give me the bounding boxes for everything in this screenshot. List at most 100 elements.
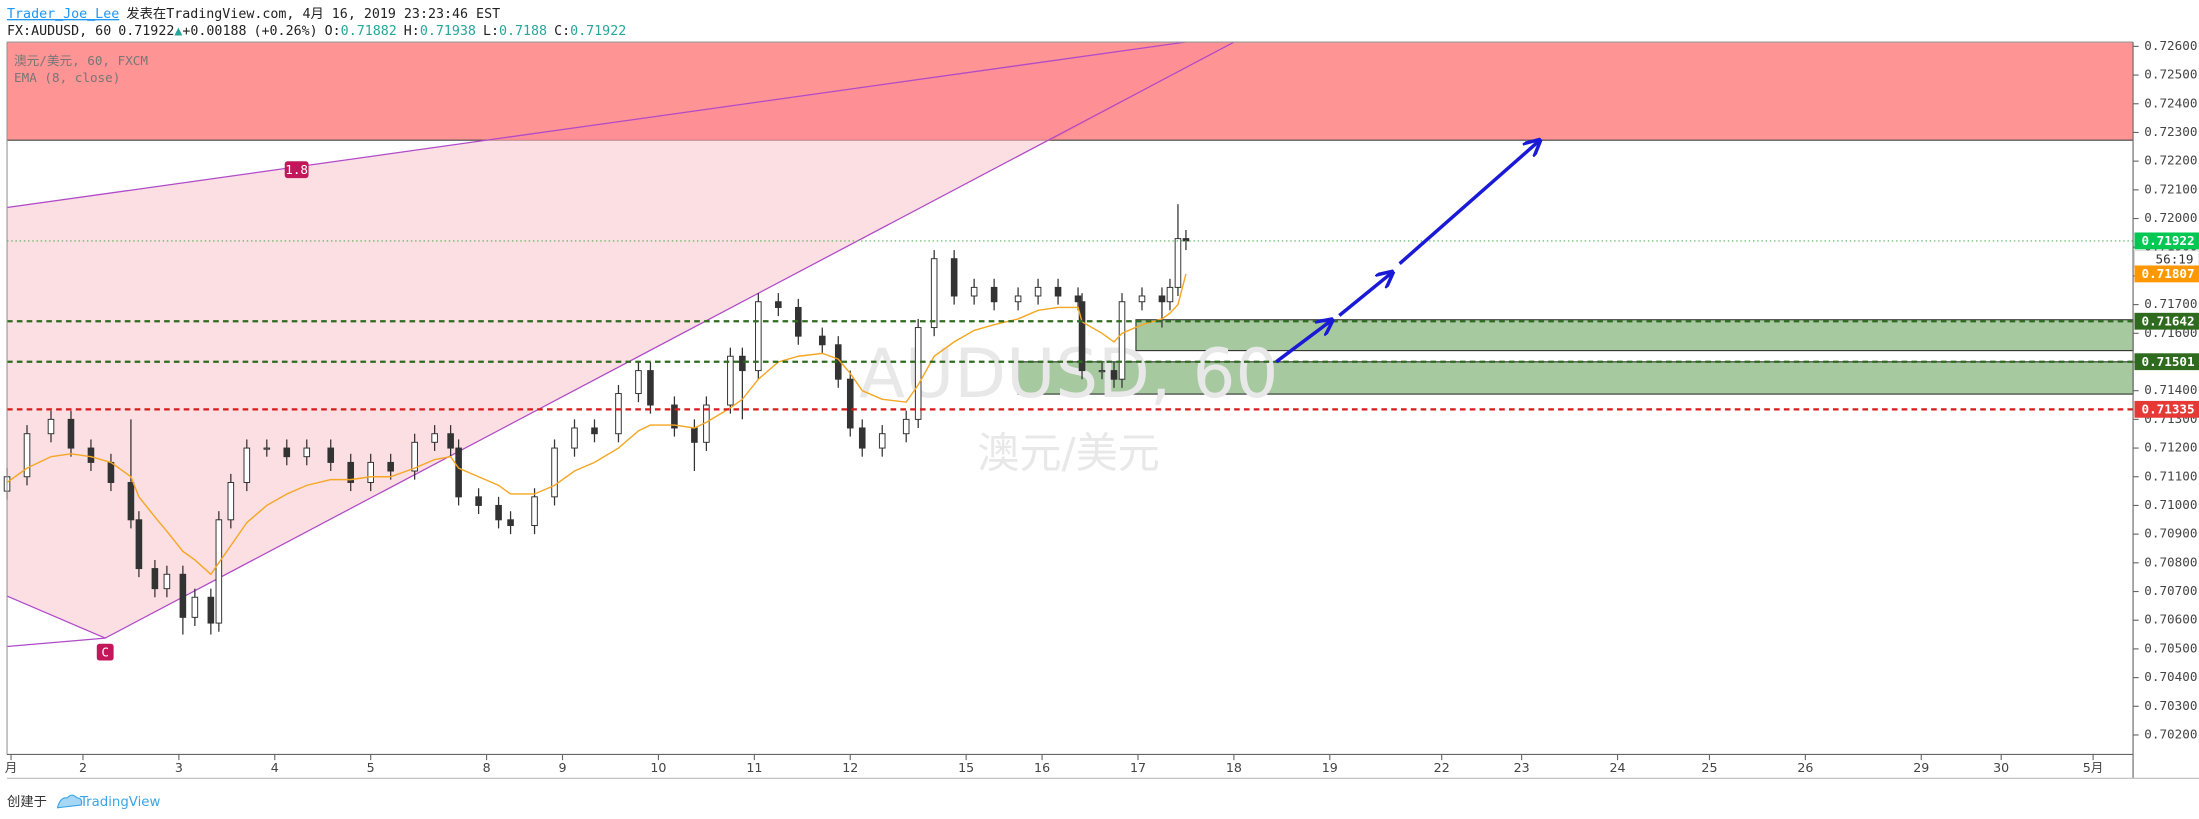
candle-body — [263, 447, 271, 450]
pattern-badge — [96, 643, 114, 661]
x-tick-label: 15 — [958, 760, 974, 775]
o-value: 0.71882 — [341, 24, 397, 39]
c-value: 0.71922 — [570, 24, 626, 39]
x-tick-label: 19 — [1322, 760, 1338, 775]
candle-body — [571, 427, 578, 449]
candle-body — [755, 301, 762, 372]
header-line: Trader_Joe_Lee 发表在TradingView.com, 4月 16,… — [7, 6, 500, 22]
pattern-label: C — [101, 644, 109, 659]
x-tick-label: 25 — [1701, 760, 1717, 775]
x-tick-label: 10 — [650, 760, 666, 775]
candle-body — [647, 370, 654, 406]
y-tick-label: 0.72600 — [2144, 38, 2197, 53]
y-tick-label: 0.71400 — [2144, 382, 2197, 397]
x-tick-label: 2 — [79, 760, 87, 775]
candle-body — [691, 427, 698, 443]
candle-body — [878, 433, 886, 449]
h-value: 0.71938 — [420, 24, 476, 39]
x-tick-label: 26 — [1797, 760, 1813, 775]
ema-line — [6, 273, 1187, 576]
candle-body — [87, 447, 95, 463]
x-tick-label: 月 — [5, 760, 18, 775]
price-label: 0.71642 — [2141, 313, 2194, 328]
y-tick-label: 0.72300 — [2144, 124, 2197, 139]
x-tick-label: 9 — [559, 760, 567, 775]
y-tick-label: 0.70200 — [2144, 726, 2197, 741]
x-tick-label: 23 — [1514, 760, 1530, 775]
candle-body — [215, 519, 223, 624]
candle-body — [1054, 286, 1062, 297]
y-tick-label: 0.72100 — [2144, 181, 2197, 196]
y-tick-label: 0.71100 — [2144, 468, 2197, 483]
support-zone — [1017, 361, 2134, 395]
candle-body — [970, 286, 978, 297]
x-tick-label: 8 — [483, 760, 491, 775]
y-tick-label: 0.71200 — [2144, 440, 2197, 455]
price-label: 0.71501 — [2141, 354, 2194, 369]
brand-logo — [56, 794, 83, 809]
x-tick-label: 29 — [1913, 760, 1929, 775]
candle-body — [135, 519, 143, 570]
candle-body — [107, 461, 115, 483]
candle-body — [775, 301, 782, 308]
author-link[interactable]: Trader_Joe_Lee — [7, 7, 119, 22]
candle-body — [914, 327, 922, 420]
watermark: AUDUSD, 60 — [859, 335, 1278, 413]
watermark: 澳元/美元 — [977, 428, 1159, 477]
x-tick-label: 11 — [746, 760, 762, 775]
o-label: O: — [325, 24, 341, 39]
candle-body — [475, 496, 482, 506]
candle-body — [283, 447, 291, 458]
y-tick-label: 0.71000 — [2144, 497, 2197, 512]
candle-body — [455, 447, 462, 498]
x-tick-label: 4 — [271, 760, 279, 775]
candle-body — [858, 427, 866, 449]
candle-body — [615, 393, 622, 435]
x-tick-label: 18 — [1226, 760, 1242, 775]
candle-body — [1078, 301, 1086, 372]
x-tick-label: 5 — [367, 760, 375, 775]
candle-body — [1118, 301, 1126, 380]
candle-body — [902, 418, 910, 435]
x-tick-label: 5月 — [2083, 760, 2104, 775]
price-label: 0.71807 — [2141, 266, 2194, 281]
header-quote: FX:AUDUSD, 60 0.71922▲+0.00188 (+0.26%) O:0… — [7, 24, 626, 39]
y-tick-label: 0.72000 — [2144, 210, 2197, 225]
x-tick-label: 17 — [1130, 760, 1146, 775]
arrow — [1398, 140, 1540, 265]
overlay: 1.8 C 澳元/美元, 60, FXCM EMA (8, close) Tra… — [5, 6, 2199, 810]
candle-body — [727, 355, 734, 406]
y-tick-label: 0.72400 — [2144, 95, 2197, 110]
candle-body — [1110, 370, 1118, 380]
countdown: 56:19 — [2156, 251, 2194, 266]
y-tick-label: 0.70600 — [2144, 612, 2197, 627]
candle-body — [531, 496, 538, 527]
price-label-bg — [2134, 353, 2199, 371]
candle-body — [1074, 295, 1082, 303]
candle-body — [227, 482, 235, 521]
candle-body — [207, 596, 215, 624]
candle-body — [151, 568, 159, 590]
c-label: C: — [554, 24, 570, 39]
marks — [3, 204, 2134, 635]
candle-body — [179, 573, 187, 618]
pattern-line — [6, 637, 106, 648]
change-arrow: ▲ — [174, 24, 182, 39]
symbol: FX:AUDUSD, 60 — [7, 24, 111, 39]
candle-body — [1034, 286, 1042, 297]
change-pct: (+0.26%) — [254, 24, 318, 39]
candle-body — [671, 404, 678, 429]
y-tick-label: 0.72200 — [2144, 153, 2197, 168]
pattern-label: 1.8 — [285, 162, 308, 177]
candle-body — [1166, 286, 1174, 303]
candle-body — [1174, 238, 1182, 288]
y-tick-label: 0.70700 — [2144, 583, 2197, 598]
candle-body — [23, 433, 31, 478]
l-label: L: — [483, 24, 499, 39]
footer-brand[interactable]: TradingView — [79, 795, 161, 810]
candle-body — [127, 482, 135, 521]
y-tick-label: 0.70400 — [2144, 669, 2197, 684]
legend-ema: EMA (8, close) — [14, 70, 120, 85]
candle-body — [303, 447, 311, 458]
candle-body — [495, 504, 502, 521]
